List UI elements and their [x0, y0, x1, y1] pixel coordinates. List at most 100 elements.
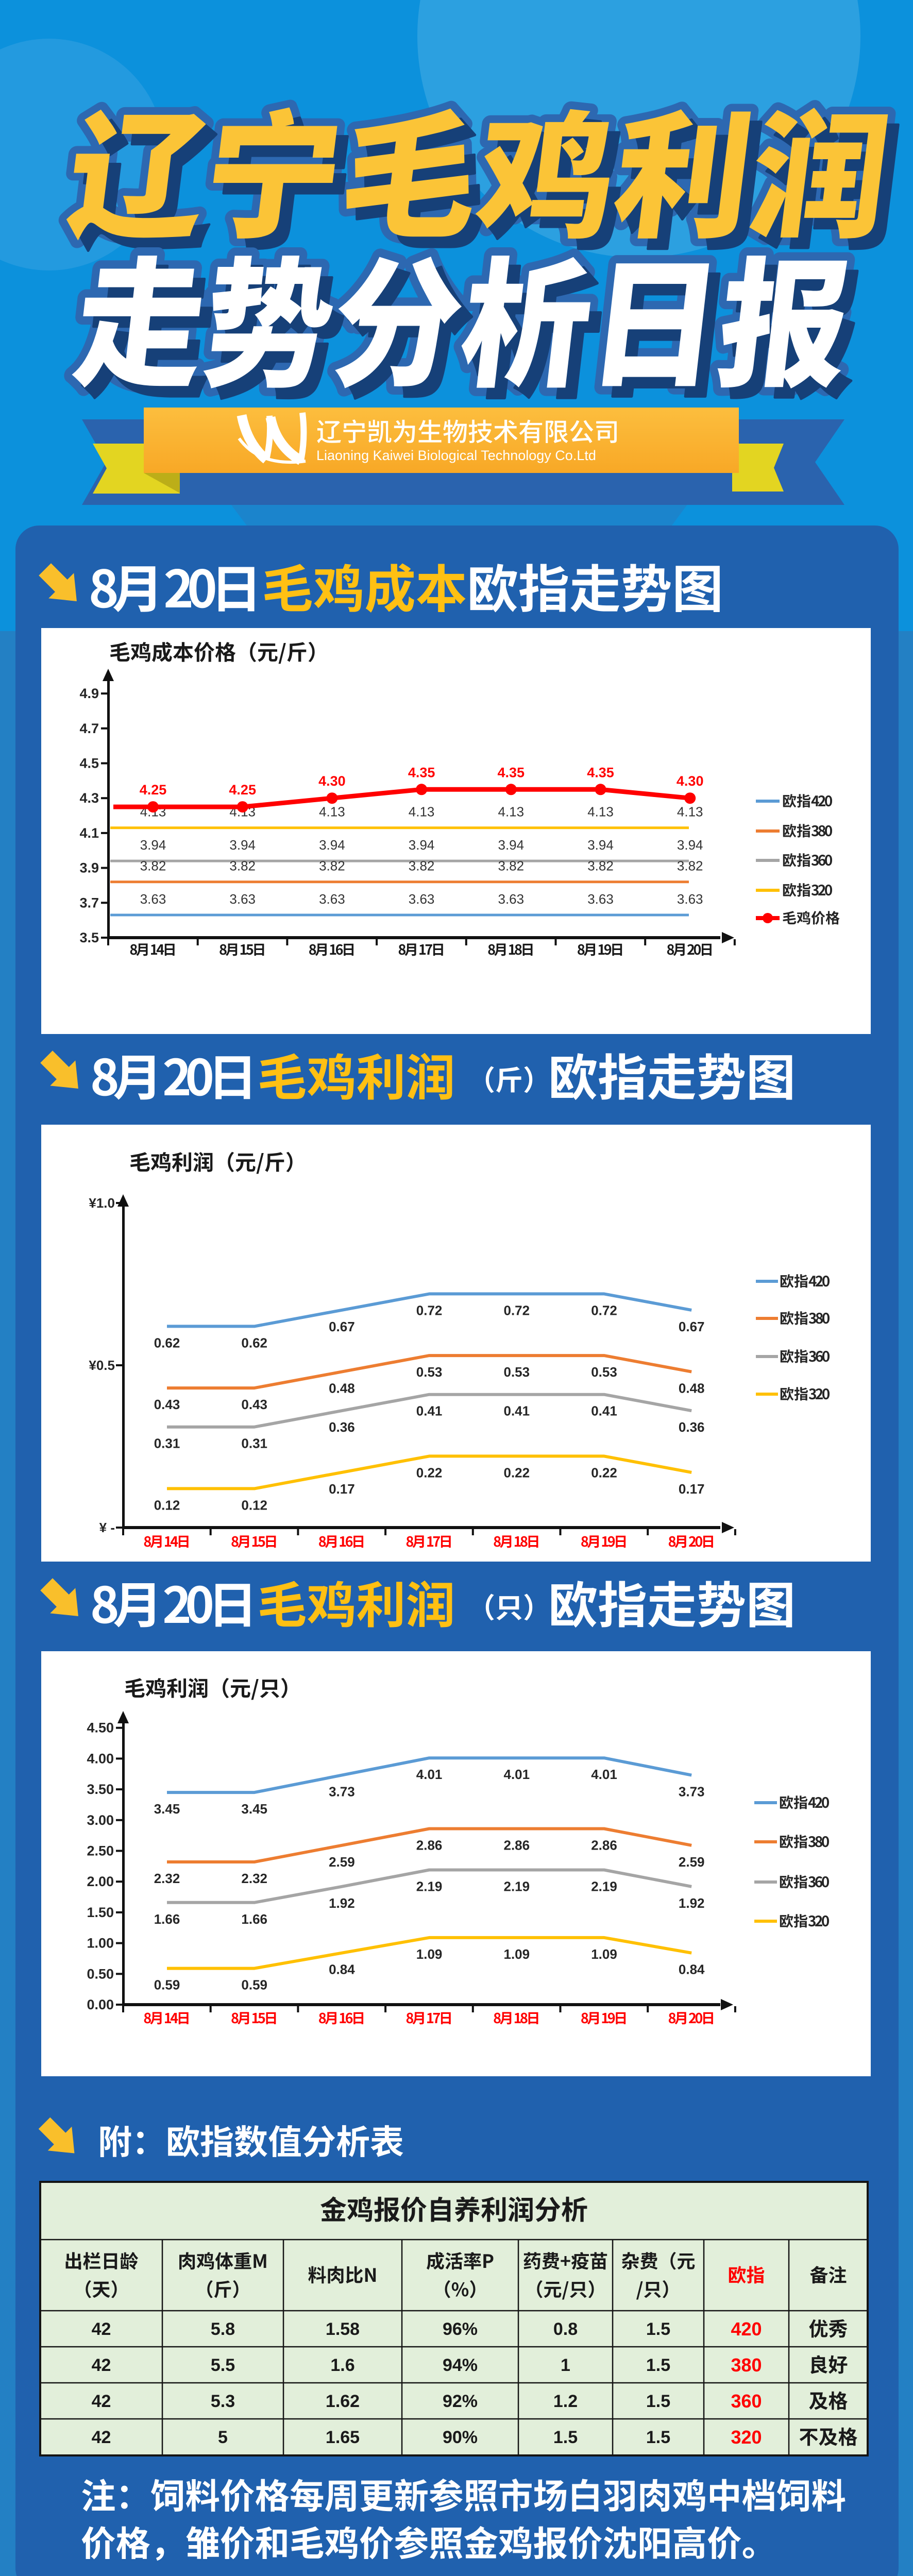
svg-text:4.50: 4.50 [87, 1720, 114, 1736]
svg-text:3.63: 3.63 [229, 891, 256, 907]
svg-text:1.5: 1.5 [646, 2428, 670, 2447]
svg-text:0.12: 0.12 [154, 1497, 180, 1513]
svg-text:¥1.0: ¥1.0 [89, 1195, 115, 1211]
svg-text:0.53: 0.53 [591, 1364, 617, 1380]
svg-text:1.92: 1.92 [679, 1895, 705, 1911]
svg-text:2.50: 2.50 [87, 1843, 114, 1859]
svg-text:0.72: 0.72 [503, 1302, 530, 1318]
svg-text:2.19: 2.19 [416, 1879, 443, 1894]
svg-text:1.6: 1.6 [330, 2355, 354, 2375]
svg-text:1.5: 1.5 [646, 2355, 670, 2375]
svg-text:1.50: 1.50 [87, 1905, 114, 1920]
svg-text:0.00: 0.00 [87, 1997, 114, 2012]
svg-text:42: 42 [92, 2392, 111, 2411]
svg-text:0.31: 0.31 [154, 1436, 180, 1451]
svg-text:3.5: 3.5 [79, 930, 99, 945]
svg-text:92%: 92% [443, 2392, 478, 2411]
svg-text:1.92: 1.92 [329, 1895, 355, 1911]
svg-text:2.19: 2.19 [503, 1879, 530, 1894]
svg-text:0.84: 0.84 [679, 1962, 705, 1977]
svg-text:3.94: 3.94 [677, 837, 703, 853]
svg-text:42: 42 [92, 2355, 111, 2375]
svg-text:3.63: 3.63 [498, 891, 524, 907]
svg-text:3.82: 3.82 [229, 858, 256, 874]
svg-text:2.86: 2.86 [416, 1838, 443, 1853]
svg-text:Liaoning Kaiwei Biological Tec: Liaoning Kaiwei Biological Technology Co… [316, 448, 596, 463]
svg-text:1.5: 1.5 [553, 2428, 578, 2447]
svg-text:0.17: 0.17 [329, 1481, 355, 1497]
svg-text:4.13: 4.13 [319, 804, 345, 820]
svg-text:2.19: 2.19 [591, 1879, 617, 1894]
svg-text:2.59: 2.59 [679, 1854, 705, 1870]
svg-text:1.09: 1.09 [503, 1946, 530, 1962]
svg-text:1.5: 1.5 [646, 2392, 670, 2411]
svg-text:0.48: 0.48 [679, 1381, 705, 1396]
svg-text:3.82: 3.82 [409, 858, 435, 874]
svg-text:0.22: 0.22 [416, 1465, 443, 1480]
svg-text:1.65: 1.65 [326, 2428, 360, 2447]
svg-text:0.53: 0.53 [416, 1364, 443, 1380]
svg-text:2.86: 2.86 [591, 1838, 617, 1853]
svg-text:0.62: 0.62 [154, 1335, 180, 1350]
svg-text:0.22: 0.22 [503, 1465, 530, 1480]
svg-text:3.82: 3.82 [587, 858, 614, 874]
svg-text:0.31: 0.31 [241, 1436, 267, 1451]
svg-text:4.9: 4.9 [79, 686, 99, 701]
svg-text:4.5: 4.5 [79, 756, 99, 771]
svg-text:4.35: 4.35 [498, 765, 525, 780]
svg-text:42: 42 [92, 2319, 111, 2339]
svg-text:3.73: 3.73 [679, 1784, 705, 1800]
svg-text:3.63: 3.63 [409, 891, 435, 907]
svg-text:90%: 90% [443, 2428, 478, 2447]
svg-text:2.86: 2.86 [503, 1838, 530, 1853]
svg-text:3.73: 3.73 [329, 1784, 355, 1800]
svg-text:420: 420 [731, 2318, 762, 2340]
svg-text:4.30: 4.30 [677, 773, 704, 789]
svg-text:0.62: 0.62 [241, 1335, 267, 1350]
svg-text:4.35: 4.35 [587, 765, 614, 780]
svg-text:0.43: 0.43 [154, 1397, 180, 1412]
svg-text:380: 380 [731, 2354, 762, 2376]
svg-text:3.45: 3.45 [241, 1801, 267, 1817]
svg-text:96%: 96% [443, 2319, 478, 2339]
svg-text:0.41: 0.41 [591, 1403, 617, 1419]
svg-text:1.62: 1.62 [326, 2392, 360, 2411]
svg-text:0.72: 0.72 [591, 1302, 617, 1318]
svg-text:1.66: 1.66 [154, 1911, 180, 1927]
svg-text:0.22: 0.22 [591, 1465, 617, 1480]
svg-text:3.94: 3.94 [498, 837, 524, 853]
svg-text:320: 320 [731, 2427, 762, 2448]
svg-text:2.32: 2.32 [241, 1871, 267, 1886]
svg-text:3.94: 3.94 [587, 837, 614, 853]
svg-text:¥ -: ¥ - [99, 1520, 115, 1535]
svg-text:3.94: 3.94 [140, 837, 166, 853]
svg-text:3.63: 3.63 [587, 891, 614, 907]
svg-text:3.94: 3.94 [409, 837, 435, 853]
svg-text:4.3: 4.3 [79, 790, 99, 806]
svg-text:2.00: 2.00 [87, 1874, 114, 1889]
svg-text:1.09: 1.09 [416, 1946, 443, 1962]
svg-text:5.3: 5.3 [211, 2392, 235, 2411]
svg-text:4.00: 4.00 [87, 1751, 114, 1766]
svg-text:4.7: 4.7 [79, 721, 99, 736]
svg-text:4.13: 4.13 [409, 804, 435, 820]
svg-text:4.13: 4.13 [498, 804, 524, 820]
svg-text:0.67: 0.67 [679, 1319, 705, 1334]
svg-text:4.25: 4.25 [140, 782, 167, 798]
svg-text:3.50: 3.50 [87, 1782, 114, 1797]
svg-text:4.01: 4.01 [503, 1767, 530, 1782]
svg-text:2.32: 2.32 [154, 1871, 180, 1886]
svg-text:0.53: 0.53 [503, 1364, 530, 1380]
svg-text:4.13: 4.13 [587, 804, 614, 820]
svg-text:4.01: 4.01 [591, 1767, 617, 1782]
svg-text:4.25: 4.25 [229, 782, 256, 798]
svg-text:0.43: 0.43 [241, 1397, 267, 1412]
svg-text:3.94: 3.94 [319, 837, 345, 853]
svg-text:1.5: 1.5 [646, 2319, 670, 2339]
svg-text:0.84: 0.84 [329, 1962, 355, 1977]
svg-text:0.8: 0.8 [553, 2319, 578, 2339]
svg-text:0.12: 0.12 [241, 1497, 267, 1513]
svg-text:1.2: 1.2 [553, 2392, 578, 2411]
svg-text:0.72: 0.72 [416, 1302, 443, 1318]
svg-text:4.35: 4.35 [408, 765, 435, 780]
